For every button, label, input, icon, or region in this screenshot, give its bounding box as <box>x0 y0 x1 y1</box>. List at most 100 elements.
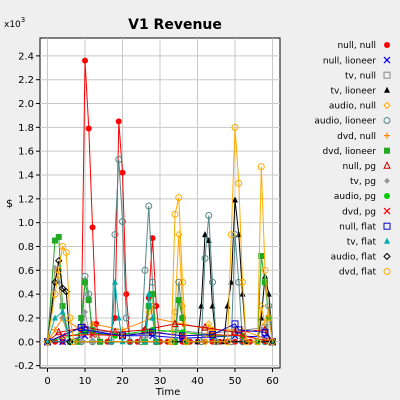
data-point <box>52 264 58 271</box>
data-point <box>235 231 242 238</box>
data-point <box>209 331 216 339</box>
data-point <box>227 231 235 239</box>
data-point <box>89 224 96 231</box>
data-point <box>142 338 148 345</box>
legend-label: null, flat <box>339 222 376 232</box>
data-point <box>261 266 269 274</box>
data-point <box>145 202 153 210</box>
legend-label: null, lioneer <box>323 56 376 66</box>
legend-item: null, null <box>337 41 390 51</box>
data-point <box>85 125 92 132</box>
legend-marker <box>383 117 391 124</box>
y-multiplier-exponent: 3 <box>21 16 25 24</box>
y-tick-label: 2.2 <box>18 75 34 86</box>
data-point <box>141 325 149 333</box>
data-point <box>254 338 261 346</box>
data-point <box>141 266 149 274</box>
data-point <box>224 338 231 346</box>
data-point <box>115 118 122 125</box>
data-point <box>149 328 156 336</box>
y-tick-label: 1.4 <box>18 171 34 182</box>
legend-marker <box>383 268 391 275</box>
legend-label: dvd, flat <box>339 268 377 278</box>
series-line <box>47 260 273 343</box>
data-point <box>231 231 239 239</box>
data-point <box>194 338 201 345</box>
legend-item: dvd, lioneer <box>323 147 390 157</box>
data-point <box>111 231 119 239</box>
legend-item: dvd, flat <box>339 268 391 278</box>
data-point <box>182 338 190 346</box>
x-tick-label: 40 <box>191 376 204 387</box>
data-point <box>85 297 92 304</box>
data-point <box>201 254 209 262</box>
data-point <box>44 338 51 346</box>
legend: null, null null, lioneer tv, null tv, lione… <box>314 41 391 278</box>
y-multiplier-base: x10 <box>4 20 21 30</box>
data-point <box>81 326 89 334</box>
y-tick-label: 1.0 <box>18 218 34 229</box>
data-point <box>82 309 88 316</box>
legend-item: audio, flat <box>331 252 391 263</box>
legend-item: tv, flat <box>347 238 390 248</box>
y-tick-label: 0.6 <box>18 266 34 277</box>
legend-marker <box>384 147 390 154</box>
legend-item: dvd, pg <box>342 207 391 217</box>
data-point <box>145 303 152 310</box>
legend-label: tv, null <box>345 71 376 81</box>
data-point <box>59 242 66 250</box>
legend-item: audio, lioneer <box>314 117 391 127</box>
data-point <box>261 328 269 336</box>
data-point <box>239 290 246 297</box>
data-point <box>89 331 96 339</box>
legend-item: null, lioneer <box>323 56 391 66</box>
legend-item: null, flat <box>339 222 391 232</box>
y-axis-label: $ <box>6 197 13 210</box>
legend-marker <box>384 86 390 93</box>
legend-marker <box>384 177 390 184</box>
data-point <box>59 308 66 315</box>
data-point <box>70 338 78 346</box>
legend-marker <box>383 222 391 230</box>
y-tick-label: 2.0 <box>18 99 34 110</box>
legend-label: dvd, pg <box>342 207 376 217</box>
legend-item: tv, null <box>345 71 391 81</box>
legend-label: audio, flat <box>331 253 377 263</box>
legend-marker <box>384 193 390 199</box>
data-point <box>205 212 213 220</box>
legend-marker <box>383 71 391 79</box>
data-point <box>242 338 250 346</box>
data-point <box>51 290 59 298</box>
data-point <box>235 278 243 286</box>
data-point <box>89 326 96 333</box>
y-tick-label: -0.2 <box>14 361 34 372</box>
data-point <box>82 279 88 286</box>
legend-marker <box>383 252 391 261</box>
data-point <box>78 314 85 321</box>
data-point <box>115 314 122 321</box>
data-point <box>119 169 126 176</box>
x-axis: 0 10 20 30 40 50 60 <box>44 368 279 387</box>
data-point <box>265 302 273 310</box>
series-layer <box>43 57 277 346</box>
legend-label: tv, lioneer <box>330 87 376 97</box>
data-point <box>231 327 239 336</box>
data-point <box>55 233 62 240</box>
data-point <box>262 279 268 286</box>
y-tick-label: 0.4 <box>18 290 34 301</box>
data-point <box>112 278 118 285</box>
data-point <box>149 314 156 321</box>
data-point <box>66 338 74 346</box>
legend-label: dvd, null <box>337 132 376 142</box>
data-point <box>201 338 209 346</box>
data-point <box>153 303 160 310</box>
legend-label: tv, flat <box>347 238 377 248</box>
legend-label: dvd, lioneer <box>323 147 377 157</box>
data-point <box>52 326 58 333</box>
legend-marker <box>383 161 391 169</box>
data-point <box>201 322 209 331</box>
legend-label: audio, pg <box>334 192 376 202</box>
data-point <box>119 217 126 225</box>
legend-marker <box>384 132 390 139</box>
